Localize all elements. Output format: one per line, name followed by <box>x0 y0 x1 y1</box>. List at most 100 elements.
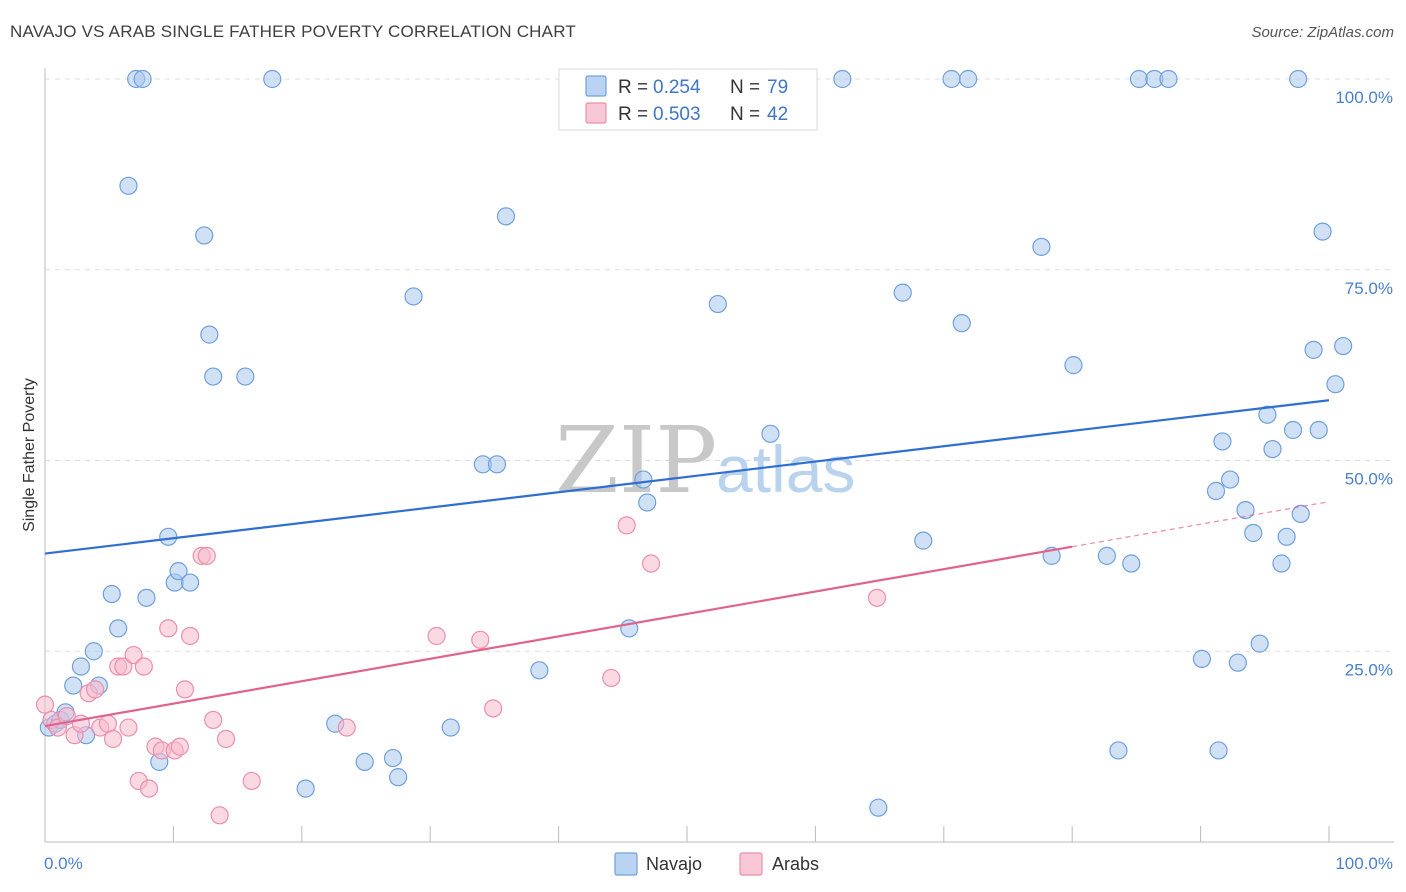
navajo-point <box>109 619 128 638</box>
navajo-point <box>383 748 403 768</box>
navajo-point <box>1272 554 1291 573</box>
y-tick-label: 25.0% <box>1345 660 1393 679</box>
navajo-point <box>204 367 223 386</box>
legend-n-value-navajo: 79 <box>767 77 788 98</box>
x-ticks <box>44 826 1330 842</box>
legend-r-label-navajo: R = <box>618 77 648 98</box>
watermark: ZIP atlas <box>555 407 855 514</box>
arabs-point <box>216 729 236 749</box>
navajo-point <box>1304 340 1323 359</box>
navajo-point <box>1334 336 1353 356</box>
arabs-point <box>85 680 105 699</box>
arabs-point <box>103 729 123 749</box>
navajo-point <box>833 69 852 89</box>
arabs-point <box>159 619 178 638</box>
arabs-point <box>35 695 55 714</box>
navajo-point <box>236 367 255 386</box>
arabs-point <box>124 645 143 665</box>
legend-n-label-navajo: N = <box>730 77 760 98</box>
series-legend: Navajo Arabs <box>614 852 819 876</box>
arabs-point <box>427 626 446 646</box>
navajo-point <box>180 573 200 592</box>
arabs-point <box>484 699 503 718</box>
legend-swatch-navajo <box>585 75 607 97</box>
legend-r-label-arabs: R = <box>618 104 648 125</box>
navajo-point <box>159 527 178 546</box>
arabs-point <box>242 771 261 791</box>
navajo-point <box>1192 649 1211 668</box>
legend-r-value-arabs: 0.503 <box>653 104 701 125</box>
arabs-point <box>180 626 200 646</box>
navajo-point <box>1228 653 1247 672</box>
x-tick-label-max: 100.0% <box>1335 854 1393 873</box>
legend-n-value-arabs: 42 <box>767 104 788 125</box>
navajo-point <box>869 798 888 817</box>
navajo-point <box>942 69 961 89</box>
navajo-point <box>634 470 653 489</box>
navajo-point <box>530 661 549 680</box>
watermark-atlas: atlas <box>716 432 855 506</box>
navajo-point <box>708 294 727 314</box>
navajo-point <box>195 226 214 245</box>
arabs-point <box>170 737 189 756</box>
navajo-point <box>84 642 103 661</box>
navajo-point <box>1032 237 1051 256</box>
navajo-point <box>1129 69 1149 89</box>
arabs-point <box>337 718 356 737</box>
series-navajo <box>39 69 1353 817</box>
legend-r-value-navajo: 0.254 <box>653 77 701 98</box>
arabs-point <box>57 707 76 726</box>
grid <box>45 78 1394 652</box>
y-tick-label: 75.0% <box>1345 279 1393 298</box>
navajo-point <box>1289 69 1308 89</box>
navajo-point <box>263 69 282 89</box>
arabs-point <box>210 806 229 825</box>
navajo-point <box>1263 439 1282 459</box>
arabs-trend-line <box>44 545 1073 728</box>
y-tick-label: 50.0% <box>1345 470 1393 489</box>
navajo-point <box>133 69 152 89</box>
navajo-point <box>389 768 408 787</box>
arabs-trend-line-extension <box>1072 501 1330 548</box>
navajo-point <box>638 493 657 512</box>
chart-title: NAVAJO VS ARAB SINGLE FATHER POVERTY COR… <box>10 22 576 41</box>
navajo-point <box>1326 375 1345 394</box>
series-arabs <box>35 516 887 825</box>
navajo-point <box>1250 634 1269 653</box>
navajo-point <box>1221 470 1240 489</box>
navajo-point <box>487 455 507 474</box>
navajo-point <box>64 676 83 695</box>
navajo-point <box>200 325 219 344</box>
navajo-point <box>119 176 138 195</box>
navajo-point <box>355 752 374 771</box>
navajo-point <box>496 207 516 226</box>
arabs-point <box>641 554 661 573</box>
trend-lines <box>44 399 1330 728</box>
arabs-point <box>114 657 133 676</box>
bottom-legend-swatch-arabs <box>739 852 763 876</box>
arabs-point <box>617 516 636 535</box>
arabs-point <box>119 718 138 737</box>
arabs-point <box>204 710 223 730</box>
bottom-legend-label-navajo: Navajo <box>646 854 702 874</box>
arabs-point <box>197 546 216 565</box>
navajo-point <box>137 588 156 607</box>
y-tick-label: 100.0% <box>1335 88 1393 107</box>
navajo-point <box>1236 500 1255 520</box>
navajo-point <box>1064 356 1083 375</box>
bottom-legend-label-arabs: Arabs <box>772 854 819 874</box>
arabs-point <box>175 680 195 699</box>
navajo-point <box>404 287 423 306</box>
navajo-point <box>71 657 91 676</box>
arabs-point <box>867 588 887 607</box>
arabs-point <box>471 630 490 649</box>
navajo-point <box>1291 504 1310 524</box>
navajo-trend-line <box>44 399 1330 555</box>
navajo-point <box>1283 420 1303 440</box>
legend-n-label-arabs: N = <box>730 104 760 125</box>
navajo-point <box>952 314 971 333</box>
legend-swatch-arabs <box>585 102 607 124</box>
navajo-point <box>761 424 780 443</box>
navajo-point <box>1159 69 1178 89</box>
stats-legend: R = 0.254 N = 79 R = 0.503 N = 42 <box>558 68 818 131</box>
